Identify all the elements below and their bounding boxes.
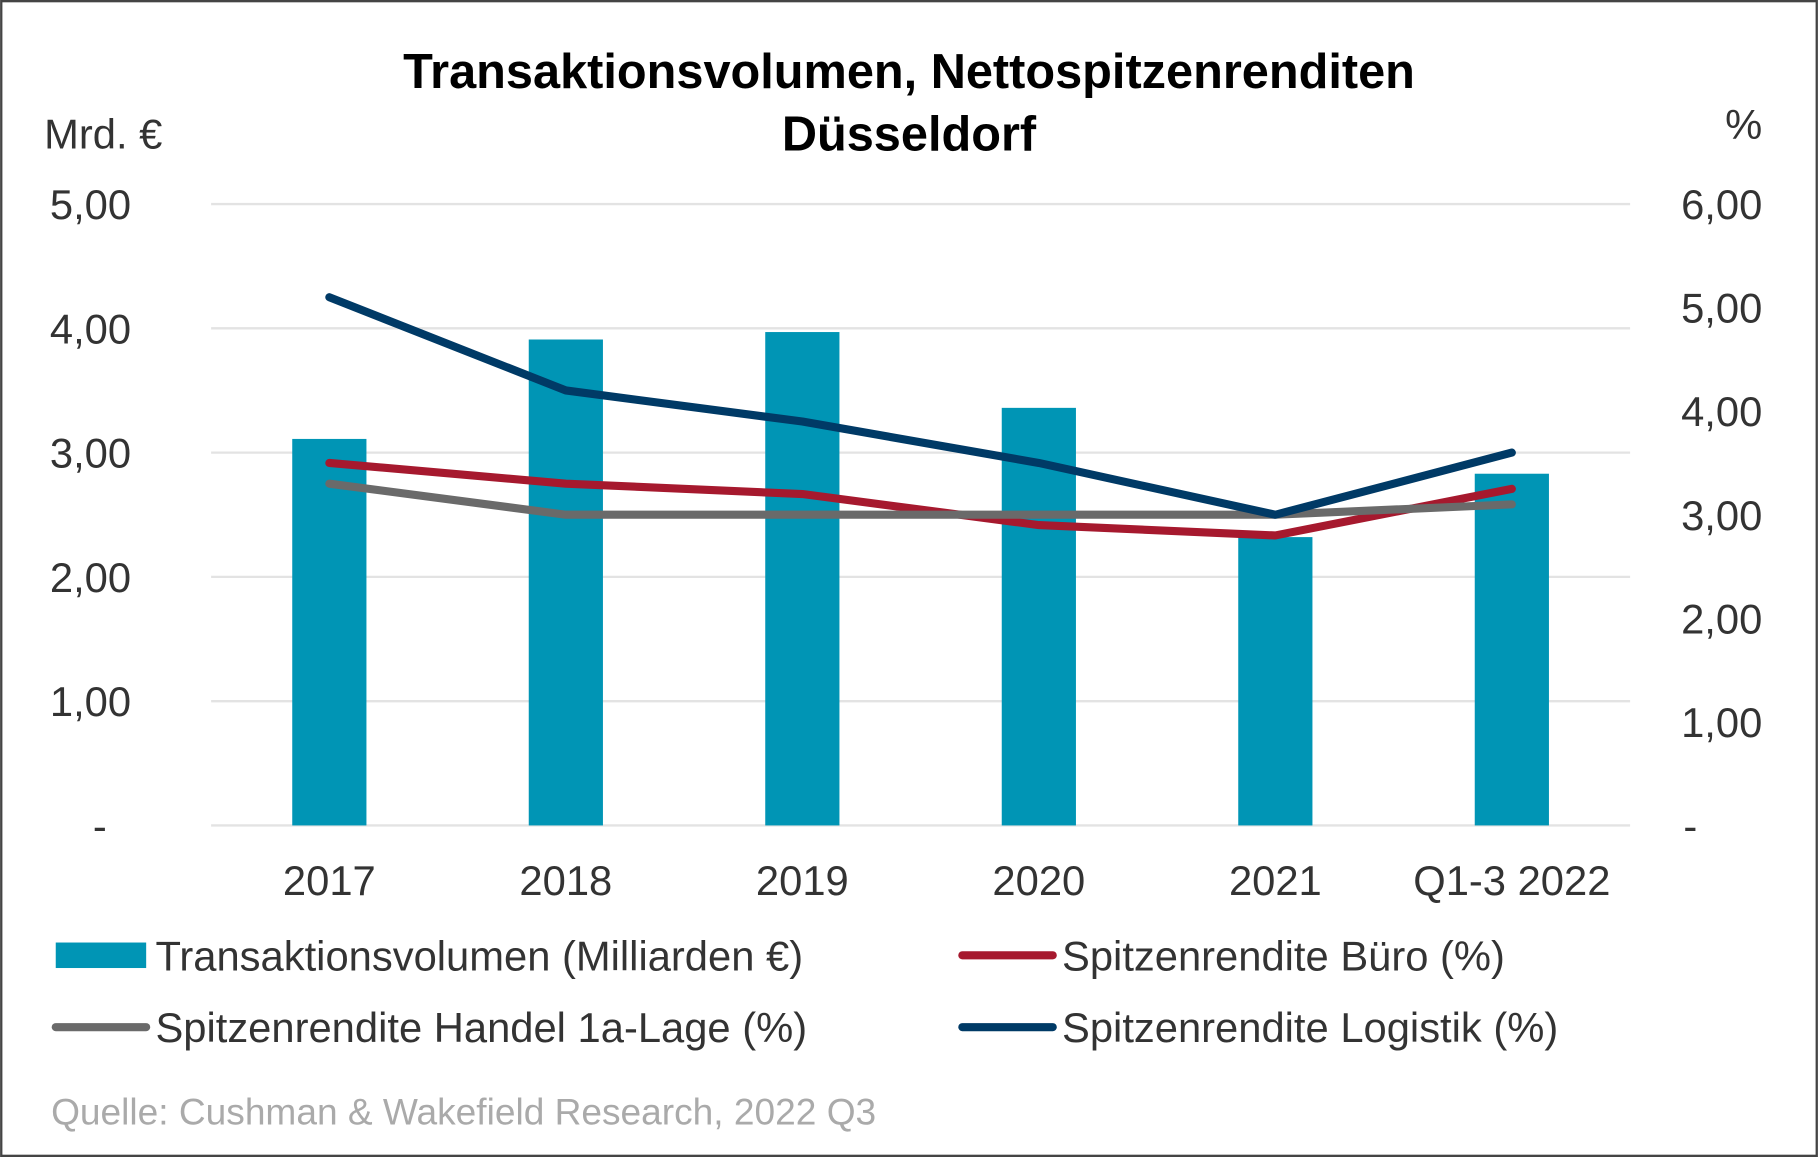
series-line: [325, 293, 1516, 519]
series-line: [325, 458, 1516, 540]
right-tick-label: 3,00: [1681, 492, 1762, 539]
x-tick-label: 2017: [283, 857, 376, 904]
right-tick-label: 5,00: [1681, 285, 1762, 332]
bar: [1238, 537, 1313, 826]
legend-swatch: [55, 942, 147, 969]
left-tick-label: 1,00: [50, 678, 131, 725]
legend-label: Transaktionsvolumen (Milliarden €): [155, 932, 803, 979]
chart-subtitle: Düsseldorf: [782, 108, 1037, 162]
left-axis-label: Mrd. €: [44, 110, 162, 157]
chart-title: Transaktionsvolumen, Nettospitzenrendite…: [403, 45, 1415, 99]
left-tick-label: 4,00: [50, 305, 131, 352]
x-tick-label: 2021: [1229, 857, 1322, 904]
series-line: [325, 479, 1516, 519]
legend-label: Spitzenrendite Büro (%): [1062, 932, 1505, 979]
right-tick-label: 2,00: [1681, 595, 1762, 642]
right-tick-label: 4,00: [1681, 388, 1762, 435]
left-tick-label: 3,00: [50, 430, 131, 477]
bar: [528, 339, 603, 826]
left-tick-label: 5,00: [50, 181, 131, 228]
x-tick-label: 2019: [756, 857, 849, 904]
x-tick-label: Q1-3 2022: [1413, 857, 1610, 904]
right-tick-label: 6,00: [1681, 181, 1762, 228]
bar: [1474, 473, 1549, 826]
right-tick-label: -: [1683, 803, 1697, 850]
left-tick-label: -: [93, 803, 107, 850]
right-axis-label: %: [1725, 101, 1762, 148]
left-tick-label: 2,00: [50, 554, 131, 601]
right-tick-label: 1,00: [1681, 699, 1762, 746]
bar: [765, 332, 840, 826]
legend-label: Spitzenrendite Logistik (%): [1062, 1004, 1558, 1051]
legend-label: Spitzenrendite Handel 1a-Lage (%): [155, 1004, 807, 1051]
bar: [292, 438, 367, 826]
source-note: Quelle: Cushman & Wakefield Research, 20…: [51, 1091, 876, 1133]
x-tick-label: 2018: [519, 857, 612, 904]
x-tick-label: 2020: [992, 857, 1085, 904]
bar: [1001, 407, 1076, 826]
